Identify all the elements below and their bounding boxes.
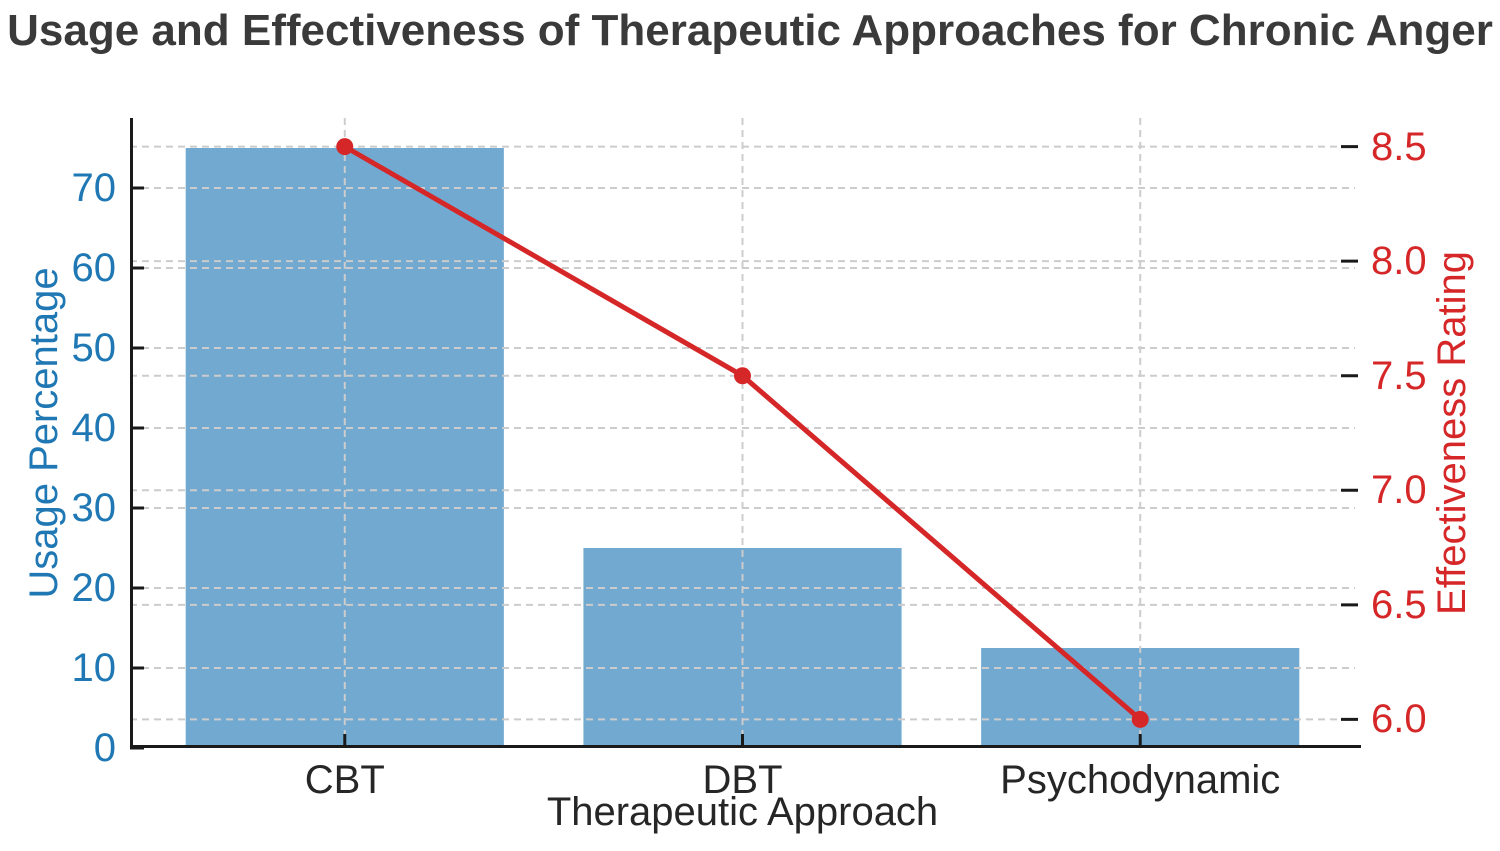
y-tick-label: 40 bbox=[71, 406, 117, 450]
chart-title: Usage and Effectiveness of Therapeutic A… bbox=[7, 6, 1493, 55]
y-tick-label: 60 bbox=[71, 246, 117, 290]
chart-canvas bbox=[130, 118, 1361, 750]
y2-tick-label: 8.5 bbox=[1371, 124, 1427, 169]
right-axis-label: Effectiveness Rating bbox=[1430, 251, 1474, 615]
y2-tick-label: 6.0 bbox=[1371, 697, 1427, 742]
y-tick-label: 50 bbox=[71, 326, 117, 370]
effectiveness-point bbox=[336, 138, 354, 156]
effectiveness-point bbox=[734, 367, 751, 385]
x-tick-label: Psychodynamic bbox=[1000, 758, 1281, 802]
y2-tick-label: 6.5 bbox=[1371, 582, 1427, 627]
effectiveness-point bbox=[1131, 710, 1149, 728]
y-tick-label: 10 bbox=[71, 646, 117, 690]
y2-tick-label: 7.5 bbox=[1371, 353, 1427, 398]
y-tick-label: 30 bbox=[71, 486, 117, 530]
x-axis-label: Therapeutic Approach bbox=[546, 790, 939, 834]
y2-tick-label: 7.0 bbox=[1371, 468, 1427, 513]
y-tick-label: 0 bbox=[93, 726, 116, 770]
y2-tick-label: 8.0 bbox=[1371, 239, 1427, 284]
x-tick-label: CBT bbox=[304, 758, 385, 802]
y-tick-label: 70 bbox=[71, 166, 117, 210]
x-tick-label: DBT bbox=[702, 758, 783, 802]
y-tick-label: 20 bbox=[71, 566, 117, 610]
plot-area bbox=[130, 118, 1361, 750]
